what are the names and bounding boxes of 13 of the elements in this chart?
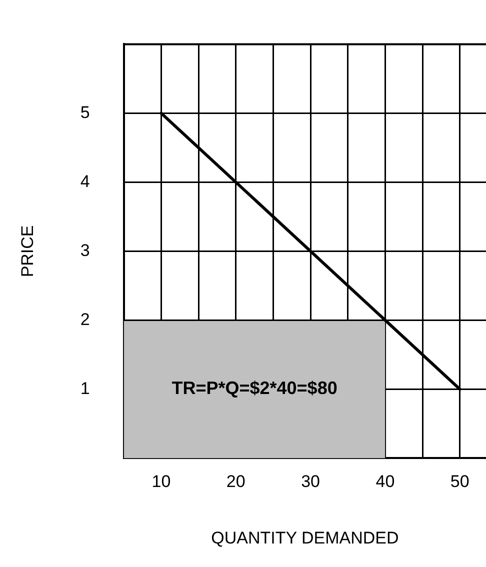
- y-tick-label: 1: [80, 378, 90, 398]
- annotation: TR=P*Q=$2*40=$80: [172, 378, 338, 398]
- x-tick-label: 10: [152, 472, 171, 492]
- y-tick-label: 2: [80, 310, 90, 329]
- y-tick-label: 5: [80, 102, 90, 122]
- x-tick-label: 40: [376, 472, 395, 492]
- x-axis-title: QUANTITY DEMANDED: [211, 528, 399, 548]
- x-tick-label: 50: [450, 472, 470, 492]
- y-tick-label: 4: [80, 172, 90, 191]
- y-axis-title: PRICE: [18, 225, 37, 278]
- y-tick-label: 3: [80, 240, 90, 260]
- x-tick-label: 20: [226, 472, 246, 492]
- x-tick-label: 30: [301, 472, 320, 492]
